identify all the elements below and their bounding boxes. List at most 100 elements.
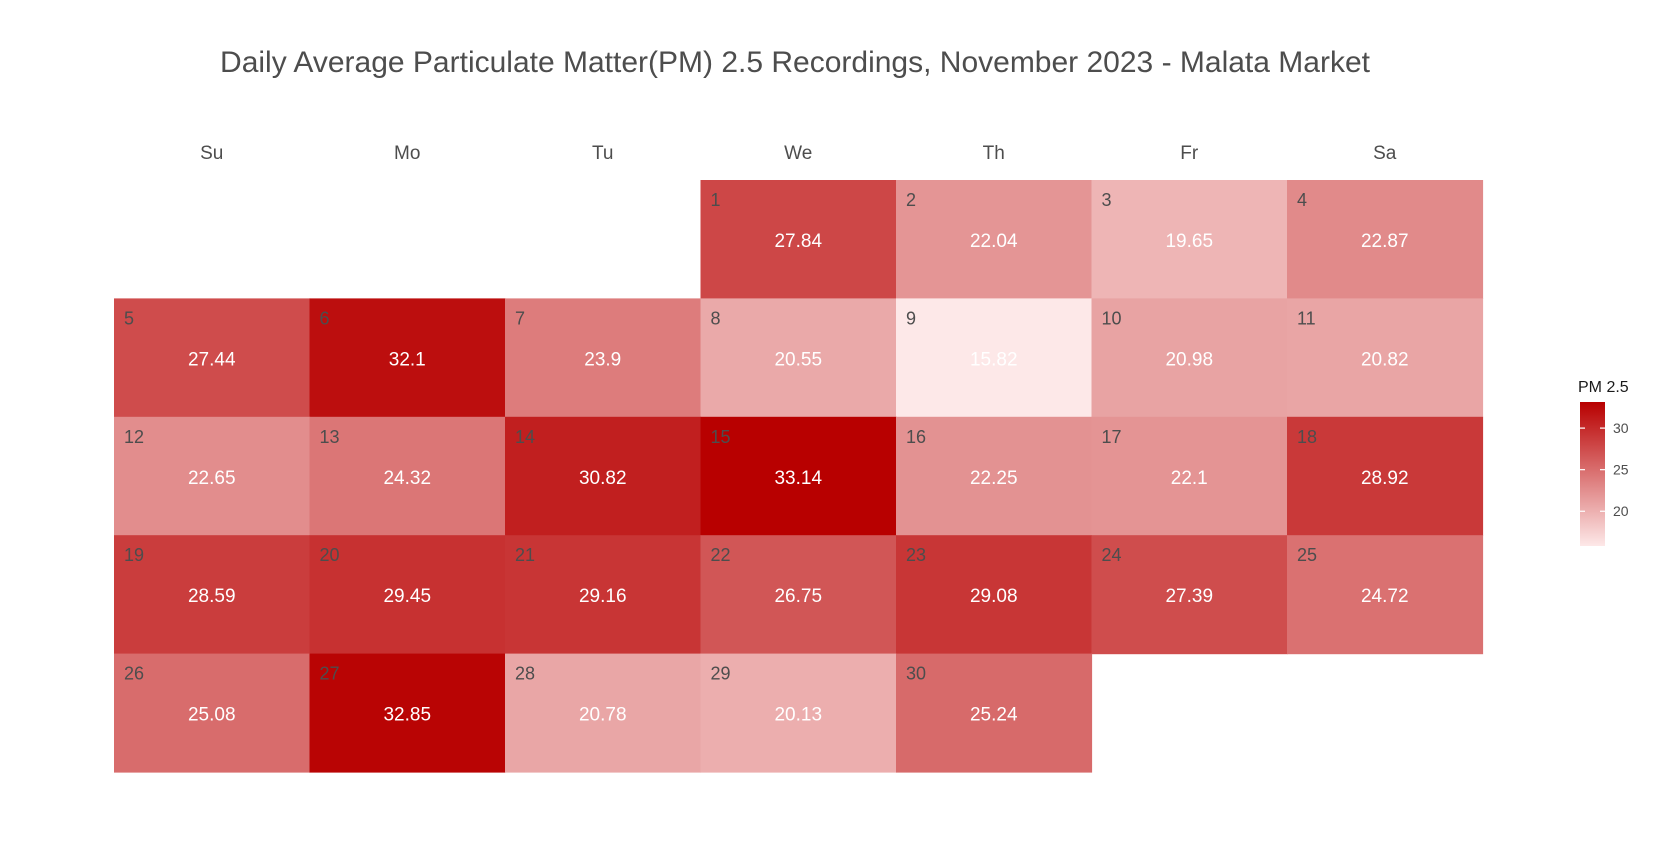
chart-title: Daily Average Particulate Matter(PM) 2.5… <box>220 46 1371 79</box>
day-tile <box>1091 535 1288 655</box>
value-label: 20.82 <box>1361 349 1409 370</box>
value-label: 22.04 <box>970 231 1018 252</box>
day-number: 16 <box>906 427 926 447</box>
weekday-label-sa: Sa <box>1373 143 1397 164</box>
day-cell-9: 915.82 <box>896 298 1093 418</box>
value-label: 25.08 <box>188 705 236 726</box>
day-tile <box>1091 416 1288 536</box>
day-tile <box>309 535 506 655</box>
value-label: 20.55 <box>774 349 822 370</box>
day-number: 5 <box>124 308 134 328</box>
value-label: 33.14 <box>774 468 822 489</box>
day-number: 1 <box>711 190 721 210</box>
day-number: 4 <box>1297 190 1307 210</box>
day-number: 14 <box>515 427 535 447</box>
day-tile <box>309 653 506 773</box>
day-cell-27: 27 32.85 <box>309 653 506 773</box>
day-number: 2 <box>906 190 916 210</box>
day-cell-15: 15 33.14 <box>700 416 897 536</box>
day-number: 19 <box>124 545 144 565</box>
value-label: 32.85 <box>383 705 431 726</box>
day-cell-12: 12 22.65 <box>114 416 311 536</box>
day-number: 24 <box>1102 545 1122 565</box>
day-tile <box>309 416 506 536</box>
value-label: 22.65 <box>188 468 236 489</box>
day-number: 3 <box>1102 190 1112 210</box>
value-label: 23.9 <box>584 349 621 370</box>
day-number: 10 <box>1102 308 1122 328</box>
day-cell-21: 21 29.16 <box>505 535 702 655</box>
day-tile <box>114 416 311 536</box>
weekday-label-su: Su <box>200 143 223 164</box>
legend-ticks: 20 25 30 <box>1580 420 1629 519</box>
day-cell-19: 19 28.59 <box>114 535 311 655</box>
day-number: 21 <box>515 545 535 565</box>
day-cell-28: 28 20.78 <box>505 653 702 773</box>
value-label: 22.87 <box>1361 231 1409 252</box>
day-tile <box>1091 298 1288 418</box>
day-number: 29 <box>711 664 731 684</box>
day-number: 30 <box>906 664 926 684</box>
day-tile <box>1287 416 1484 536</box>
day-tile <box>505 416 702 536</box>
day-cell-13: 13 24.32 <box>309 416 506 536</box>
day-tile <box>1091 180 1288 299</box>
day-cell-14: 14 30.82 <box>505 416 702 536</box>
day-number: 20 <box>320 545 340 565</box>
day-cell-7: 723.9 <box>505 298 702 418</box>
legend-colorbar <box>1580 402 1605 546</box>
day-tile <box>896 416 1093 536</box>
day-cell-11: 11 20.82 <box>1287 298 1484 418</box>
value-label: 15.82 <box>970 349 1018 370</box>
value-label: 28.59 <box>188 586 236 607</box>
value-label: 22.25 <box>970 468 1018 489</box>
weekday-label-fr: Fr <box>1180 143 1199 164</box>
day-number: 17 <box>1102 427 1122 447</box>
calendar-cells: 127.84222.04319.65422.87527.44632.1723.9… <box>114 180 1484 773</box>
day-cell-2: 222.04 <box>896 180 1093 299</box>
value-label: 20.13 <box>774 705 822 726</box>
day-tile <box>700 298 897 418</box>
day-number: 15 <box>711 427 731 447</box>
day-tile <box>114 535 311 655</box>
day-cell-6: 632.1 <box>309 298 506 418</box>
value-label: 29.16 <box>579 586 627 607</box>
value-label: 32.1 <box>389 349 426 370</box>
value-label: 30.82 <box>579 468 627 489</box>
day-cell-24: 24 27.39 <box>1091 535 1288 655</box>
day-cell-17: 17 22.1 <box>1091 416 1288 536</box>
day-number: 23 <box>906 545 926 565</box>
day-tile <box>1287 180 1484 299</box>
day-number: 18 <box>1297 427 1317 447</box>
day-cell-22: 22 26.75 <box>700 535 897 655</box>
value-label: 20.78 <box>579 705 627 726</box>
day-tile <box>505 298 702 418</box>
day-cell-29: 29 20.13 <box>700 653 897 773</box>
value-label: 24.72 <box>1361 586 1409 607</box>
day-cell-26: 26 25.08 <box>114 653 311 773</box>
weekday-label-we: We <box>784 143 812 164</box>
day-cell-16: 16 22.25 <box>896 416 1093 536</box>
day-cell-30: 30 25.24 <box>896 653 1093 773</box>
value-label: 27.84 <box>774 231 822 252</box>
legend-tick-label: 25 <box>1613 462 1629 478</box>
value-label: 29.08 <box>970 586 1018 607</box>
day-tile <box>700 416 897 536</box>
day-cell-25: 25 24.72 <box>1287 535 1484 655</box>
day-tile <box>114 653 311 773</box>
value-label: 24.32 <box>383 468 431 489</box>
day-number: 8 <box>711 308 721 328</box>
day-cell-20: 20 29.45 <box>309 535 506 655</box>
day-number: 22 <box>711 545 731 565</box>
weekday-label-mo: Mo <box>394 143 420 164</box>
day-number: 7 <box>515 308 525 328</box>
day-cell-10: 10 20.98 <box>1091 298 1288 418</box>
day-number: 27 <box>320 664 340 684</box>
value-label: 19.65 <box>1165 231 1213 252</box>
day-tile <box>700 653 897 773</box>
day-cell-5: 527.44 <box>114 298 311 418</box>
day-tile <box>309 298 506 418</box>
value-label: 22.1 <box>1171 468 1208 489</box>
day-tile <box>114 298 311 418</box>
